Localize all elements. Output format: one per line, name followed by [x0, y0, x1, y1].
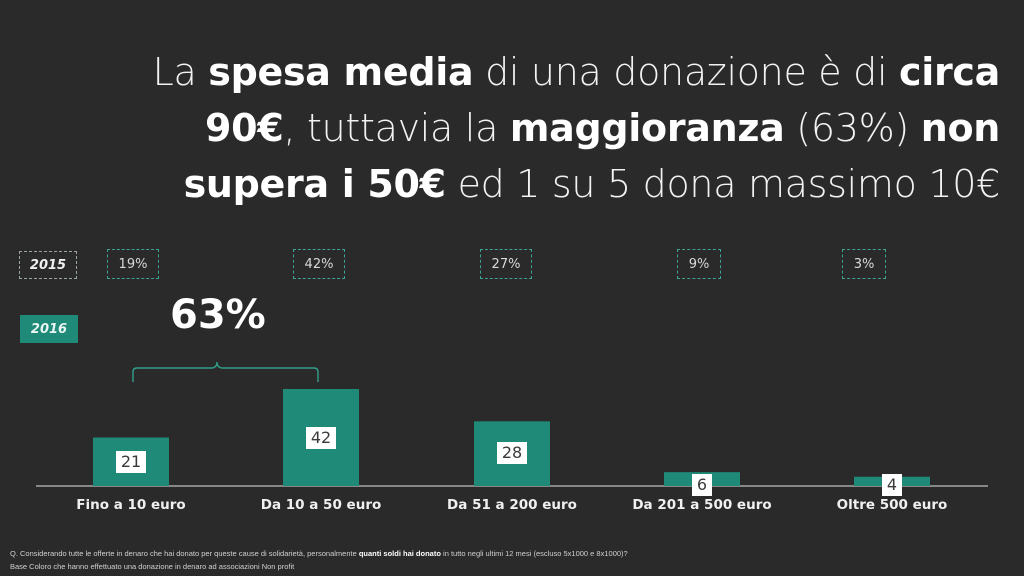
footnote-text: in tutto negli ultimi 12 mesi (escluso 5… — [440, 549, 628, 558]
category-label: Fino a 10 euro — [76, 497, 185, 513]
headline-line-2: 90€, tuttavia la maggioranza (63%) non — [40, 100, 1000, 156]
footnote-bold: quanti soldi hai donato — [358, 549, 441, 558]
pct-2015-box: 27% — [480, 249, 532, 279]
footnote-base: Base Coloro che hanno effettuato una don… — [10, 562, 295, 571]
footnote-text: Q. Considerando tutte le offerte in dena… — [10, 549, 359, 558]
bracket — [132, 361, 319, 382]
category-label: Oltre 500 euro — [837, 497, 948, 513]
pct-2015-box: 42% — [293, 249, 345, 279]
data-label: 21 — [121, 452, 141, 471]
headline-text: , tuttavia la — [283, 106, 510, 150]
headline-bold: circa — [899, 50, 1000, 94]
legend-2016: 2016 — [20, 315, 78, 343]
data-label-box — [116, 451, 146, 473]
pct-2015-box: 3% — [842, 249, 886, 279]
data-label: 28 — [502, 443, 522, 462]
headline-bold: non — [920, 106, 1001, 150]
headline-text: La — [152, 50, 209, 94]
headline-bold: spesa media — [208, 50, 474, 94]
headline-bold: supera i 50€ — [183, 162, 447, 206]
headline-text: ed 1 su 5 dona massimo 10€ — [445, 162, 1001, 206]
category-label: Da 201 a 500 euro — [632, 497, 771, 513]
category-label: Da 51 a 200 euro — [447, 497, 577, 513]
data-label-box — [306, 427, 336, 449]
legend-2015: 2015 — [19, 251, 77, 279]
headline-bold: maggioranza — [509, 106, 785, 150]
pct-2015-box: 19% — [107, 249, 159, 279]
data-label: 42 — [311, 428, 331, 447]
headline: La spesa media di una donazione è di cir… — [40, 44, 1001, 212]
pct-2015-box: 9% — [677, 249, 721, 279]
headline-bold: 90€ — [205, 106, 284, 150]
data-label-box — [497, 442, 527, 464]
data-label-box — [692, 474, 712, 496]
headline-text: (63%) — [784, 106, 921, 150]
data-label: 6 — [697, 475, 707, 494]
headline-line-1: La spesa media di una donazione è di cir… — [40, 44, 1001, 100]
footnote-question: Q. Considerando tutte le offerte in dena… — [10, 549, 628, 558]
headline-line-3: supera i 50€ ed 1 su 5 dona massimo 10€ — [40, 156, 1001, 212]
data-label: 4 — [887, 475, 897, 494]
category-label: Da 10 a 50 euro — [261, 497, 382, 513]
bracket-total-label: 63% — [170, 292, 266, 338]
data-label-box — [882, 474, 902, 496]
headline-text: di una donazione è di — [473, 50, 900, 94]
